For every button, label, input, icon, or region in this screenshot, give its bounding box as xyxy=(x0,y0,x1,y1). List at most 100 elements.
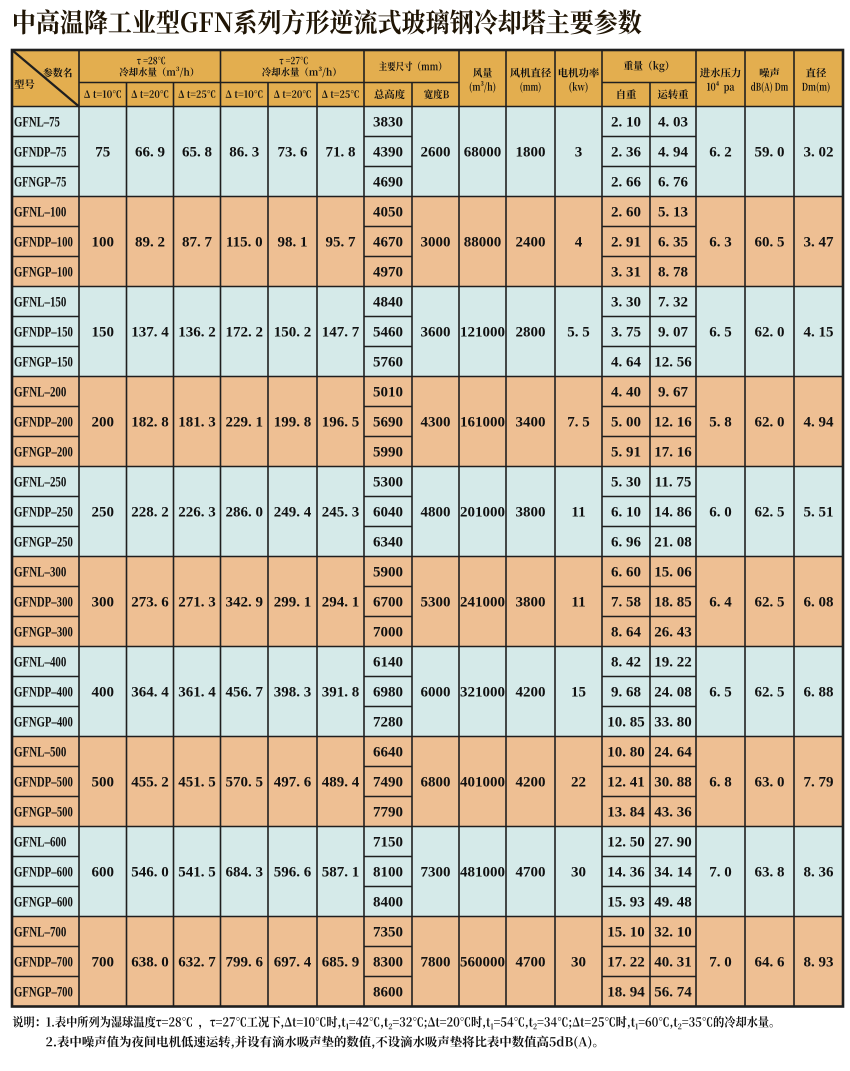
svg-text:73. 6: 73. 6 xyxy=(278,145,309,161)
svg-text:GFNGP–500: GFNGP–500 xyxy=(14,805,73,821)
svg-text:3. 47: 3. 47 xyxy=(804,235,835,251)
svg-text:3800: 3800 xyxy=(516,505,546,521)
svg-text:GFNGP–400: GFNGP–400 xyxy=(14,715,73,731)
svg-text:2600: 2600 xyxy=(421,145,451,161)
svg-text:8600: 8600 xyxy=(373,985,403,1001)
svg-text:4. 40: 4. 40 xyxy=(611,385,641,401)
svg-text:182. 8: 182. 8 xyxy=(131,415,169,431)
svg-text:4690: 4690 xyxy=(373,175,403,191)
svg-text:GFNL–150: GFNL–150 xyxy=(14,295,66,311)
svg-text:GFNGP–300: GFNGP–300 xyxy=(14,625,73,641)
svg-text:33. 80: 33. 80 xyxy=(654,715,692,731)
svg-text:6700: 6700 xyxy=(373,595,403,611)
svg-text:6. 0: 6. 0 xyxy=(709,505,732,521)
svg-text:201000: 201000 xyxy=(460,505,505,521)
svg-text:10. 85: 10. 85 xyxy=(607,715,645,731)
svg-text:GFNL–100: GFNL–100 xyxy=(14,205,66,221)
svg-text:15. 10: 15. 10 xyxy=(607,925,645,941)
svg-text:GFNGP–150: GFNGP–150 xyxy=(14,355,73,371)
svg-text:75: 75 xyxy=(95,145,110,161)
svg-text:8. 78: 8. 78 xyxy=(658,265,688,281)
svg-text:87. 7: 87. 7 xyxy=(182,235,213,251)
svg-text:121000: 121000 xyxy=(460,325,505,341)
svg-text:7150: 7150 xyxy=(373,835,403,851)
svg-text:6340: 6340 xyxy=(373,535,403,551)
svg-text:100: 100 xyxy=(92,235,115,251)
svg-text:8. 36: 8. 36 xyxy=(804,865,835,881)
svg-text:2. 66: 2. 66 xyxy=(611,175,642,191)
svg-text:17. 22: 17. 22 xyxy=(607,955,645,971)
svg-text:299. 1: 299. 1 xyxy=(274,595,312,611)
svg-text:12. 50: 12. 50 xyxy=(607,835,645,851)
svg-text:3600: 3600 xyxy=(421,325,451,341)
svg-text:86. 3: 86. 3 xyxy=(229,145,259,161)
svg-text:6. 96: 6. 96 xyxy=(611,535,642,551)
svg-text:56. 74: 56. 74 xyxy=(654,985,692,1001)
svg-text:12. 16: 12. 16 xyxy=(654,415,692,431)
svg-text:391. 8: 391. 8 xyxy=(322,685,360,701)
svg-text:7350: 7350 xyxy=(373,925,403,941)
svg-text:3830: 3830 xyxy=(373,115,403,131)
svg-text:18. 94: 18. 94 xyxy=(607,985,645,1001)
svg-text:15: 15 xyxy=(571,685,586,701)
svg-text:8. 42: 8. 42 xyxy=(611,655,641,671)
svg-text:6. 10: 6. 10 xyxy=(611,505,641,521)
svg-text:300: 300 xyxy=(92,595,115,611)
svg-text:401000: 401000 xyxy=(460,775,505,791)
svg-text:63. 8: 63. 8 xyxy=(755,865,785,881)
svg-text:62. 5: 62. 5 xyxy=(755,685,785,701)
svg-text:6. 5: 6. 5 xyxy=(709,325,732,341)
svg-text:98. 1: 98. 1 xyxy=(278,235,308,251)
svg-text:5. 00: 5. 00 xyxy=(611,415,641,431)
svg-text:3400: 3400 xyxy=(516,415,546,431)
svg-text:GFNGP–75: GFNGP–75 xyxy=(14,175,66,191)
svg-text:684. 3: 684. 3 xyxy=(226,865,264,881)
svg-text:4200: 4200 xyxy=(516,685,546,701)
svg-text:59. 0: 59. 0 xyxy=(755,145,785,161)
svg-text:8400: 8400 xyxy=(373,895,403,911)
svg-text:455. 2: 455. 2 xyxy=(131,775,169,791)
svg-text:294. 1: 294. 1 xyxy=(322,595,360,611)
svg-text:6. 2: 6. 2 xyxy=(709,145,732,161)
svg-text:88000: 88000 xyxy=(464,235,502,251)
svg-text:181. 3: 181. 3 xyxy=(178,415,216,431)
svg-text:12. 41: 12. 41 xyxy=(607,775,645,791)
svg-text:7. 32: 7. 32 xyxy=(658,295,688,311)
svg-text:6. 3: 6. 3 xyxy=(709,235,732,251)
svg-text:271. 3: 271. 3 xyxy=(178,595,216,611)
svg-text:11: 11 xyxy=(571,595,585,611)
svg-text:GFNL–75: GFNL–75 xyxy=(14,115,60,131)
svg-text:19. 22: 19. 22 xyxy=(654,655,692,671)
svg-text:596. 6: 596. 6 xyxy=(274,865,312,881)
svg-text:1800: 1800 xyxy=(516,145,546,161)
svg-text:6980: 6980 xyxy=(373,685,403,701)
svg-text:40. 31: 40. 31 xyxy=(654,955,692,971)
svg-text:398. 3: 398. 3 xyxy=(274,685,312,701)
svg-text:5300: 5300 xyxy=(373,475,403,491)
svg-text:GFNDP–400: GFNDP–400 xyxy=(14,685,73,701)
svg-text:71. 8: 71. 8 xyxy=(326,145,356,161)
svg-text:8. 93: 8. 93 xyxy=(804,955,834,971)
svg-text:GFNGP–600: GFNGP–600 xyxy=(14,895,73,911)
svg-text:456. 7: 456. 7 xyxy=(226,685,264,701)
svg-text:30. 88: 30. 88 xyxy=(654,775,692,791)
svg-text:7800: 7800 xyxy=(421,955,451,971)
svg-text:GFNDP–250: GFNDP–250 xyxy=(14,505,73,521)
svg-text:5010: 5010 xyxy=(373,385,403,401)
svg-text:697. 4: 697. 4 xyxy=(274,955,312,971)
svg-text:15. 93: 15. 93 xyxy=(607,895,645,911)
svg-text:273. 6: 273. 6 xyxy=(131,595,169,611)
svg-text:32. 10: 32. 10 xyxy=(654,925,692,941)
svg-text:3. 75: 3. 75 xyxy=(611,325,641,341)
svg-text:115. 0: 115. 0 xyxy=(226,235,263,251)
svg-text:3. 31: 3. 31 xyxy=(611,265,641,281)
svg-text:62. 5: 62. 5 xyxy=(755,505,785,521)
svg-text:66. 9: 66. 9 xyxy=(135,145,165,161)
svg-text:GFNGP–250: GFNGP–250 xyxy=(14,535,73,551)
svg-text:64. 6: 64. 6 xyxy=(755,955,786,971)
svg-text:3: 3 xyxy=(575,145,583,161)
svg-text:62. 0: 62. 0 xyxy=(755,325,785,341)
svg-text:570. 5: 570. 5 xyxy=(226,775,264,791)
svg-text:4300: 4300 xyxy=(421,415,451,431)
svg-text:321000: 321000 xyxy=(460,685,505,701)
